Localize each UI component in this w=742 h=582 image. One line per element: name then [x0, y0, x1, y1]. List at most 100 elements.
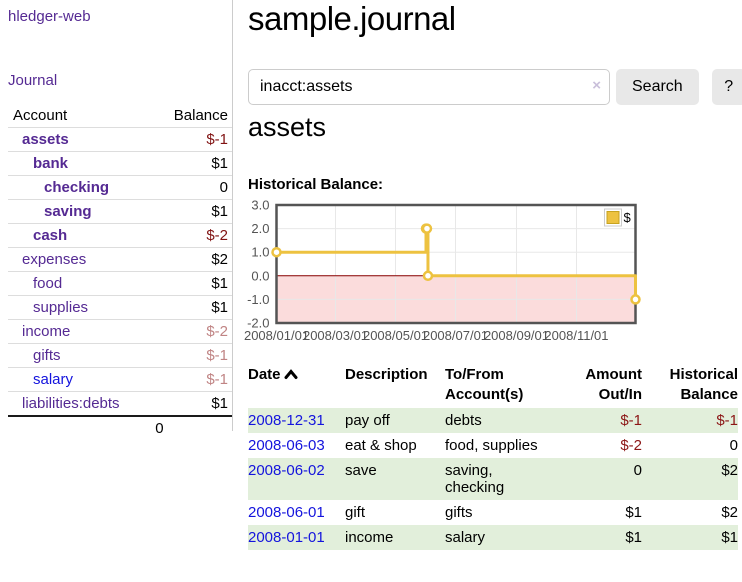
account-link[interactable]: salary [33, 371, 74, 388]
account-balance: $-1 [155, 127, 232, 152]
search-input-wrap: × [248, 69, 610, 105]
transaction-date-link[interactable]: 2008-06-01 [248, 504, 325, 521]
svg-text:2008/01/01: 2008/01/01 [244, 328, 309, 343]
svg-text:-1.0: -1.0 [247, 292, 269, 307]
clear-search-icon[interactable]: × [592, 77, 601, 94]
account-link[interactable]: gifts [33, 347, 61, 364]
transaction-amount: $1 [625, 504, 642, 521]
search-input[interactable] [248, 69, 610, 105]
account-name-cell: supplies [8, 295, 156, 320]
transaction-accounts: gifts [445, 504, 473, 521]
accounts-total-value: 0 [155, 415, 232, 440]
transaction-description: save [345, 462, 377, 479]
account-row: income $-2 [8, 319, 232, 344]
svg-text:2008/09/01: 2008/09/01 [484, 328, 549, 343]
transaction-amount: $-2 [620, 437, 642, 454]
transaction-date-link[interactable]: 2008-12-31 [248, 412, 325, 429]
transaction-balance: $2 [721, 462, 738, 479]
historical-balance-chart[interactable]: 3.0 2.0 1.0 0.0 -1.0 -2.02008/01/012008/03/01… [244, 200, 642, 350]
transaction-row: 2008-01-01 income salary $1 $1 [248, 525, 738, 550]
transaction-date-link[interactable]: 2008-06-03 [248, 437, 325, 454]
register-column-accounts: To/From Account(s) [445, 366, 524, 403]
account-balance: 0 [155, 175, 232, 200]
account-link[interactable]: liabilities:debts [22, 395, 120, 412]
account-link[interactable]: supplies [33, 299, 89, 316]
account-row: liabilities:debts $1 [8, 391, 232, 416]
account-row: salary $-1 [8, 367, 232, 392]
account-row: cash $-2 [8, 223, 232, 248]
svg-text:2008/11/01: 2008/11/01 [544, 328, 608, 343]
account-name-cell: income [8, 319, 156, 344]
account-balance: $1 [155, 271, 232, 296]
account-balance: $2 [155, 247, 232, 272]
transaction-description: pay off [345, 412, 390, 429]
account-name-cell: liabilities:debts [8, 391, 156, 416]
account-balance: $-1 [155, 367, 232, 392]
transaction-accounts: debts [445, 412, 482, 429]
chart-title: Historical Balance: [248, 176, 384, 193]
transaction-description: income [345, 529, 394, 546]
account-name-cell: expenses [8, 247, 156, 272]
account-balance: $-1 [155, 343, 232, 368]
account-balance: $1 [155, 391, 232, 416]
transaction-date-cell: 2008-06-01 [248, 500, 345, 525]
register-column-description: Description [345, 366, 428, 383]
svg-text:2008/03/01: 2008/03/01 [303, 328, 368, 343]
account-name-cell: checking [8, 175, 156, 200]
transaction-description: eat & shop [345, 437, 417, 454]
transaction-date-cell: 2008-06-02 [248, 458, 345, 500]
transaction-date-link[interactable]: 2008-06-02 [248, 462, 325, 479]
account-balance: $1 [155, 295, 232, 320]
transaction-balance: $1 [721, 529, 738, 546]
account-row: gifts $-1 [8, 343, 232, 368]
transaction-amount: $1 [625, 529, 642, 546]
account-title: assets [248, 112, 327, 142]
transaction-row: 2008-06-03 eat & shop food, supplies $-2… [248, 433, 738, 458]
transaction-date-link[interactable]: 2008-01-01 [248, 529, 325, 546]
brand-link[interactable]: hledger-web [8, 8, 91, 25]
svg-text:-2.0: -2.0 [247, 316, 269, 331]
account-name-cell: assets [8, 127, 156, 152]
search-bar: × Search ? [248, 69, 742, 105]
account-balance: $1 [155, 151, 232, 176]
account-link[interactable]: checking [44, 179, 110, 196]
account-link[interactable]: food [33, 275, 63, 292]
help-button[interactable]: ? [711, 69, 742, 105]
search-button[interactable]: Search [616, 69, 699, 105]
transaction-amount: 0 [633, 462, 642, 479]
svg-text:1.0: 1.0 [251, 245, 269, 260]
transaction-balance: $-1 [716, 412, 738, 429]
transaction-amount: $-1 [620, 412, 642, 429]
account-link[interactable]: bank [33, 155, 69, 172]
account-name-cell: salary [8, 367, 156, 392]
transaction-date-cell: 2008-12-31 [248, 408, 345, 433]
account-row: assets $-1 [8, 127, 232, 152]
transaction-balance: $2 [721, 504, 738, 521]
register-column-date[interactable]: Date [248, 362, 345, 408]
transaction-accounts: food, supplies [445, 437, 538, 454]
svg-text:$: $ [624, 210, 632, 225]
accounts-header-row: Account Balance [8, 104, 232, 128]
account-link[interactable]: cash [33, 227, 68, 244]
svg-text:2008/07/01: 2008/07/01 [423, 328, 488, 343]
account-link[interactable]: expenses [22, 251, 87, 268]
accounts-total-row: 0 [8, 415, 232, 440]
account-link[interactable]: assets [22, 131, 69, 148]
transaction-balance: 0 [729, 437, 738, 454]
transaction-row: 2008-12-31 pay off debts $-1 $-1 [248, 408, 738, 433]
account-balance: $1 [155, 199, 232, 224]
account-name-cell: food [8, 271, 156, 296]
transaction-date-cell: 2008-01-01 [248, 525, 345, 550]
account-name-cell: bank [8, 151, 156, 176]
account-name-cell: saving [8, 199, 156, 224]
account-name-cell: gifts [8, 343, 156, 368]
account-row: bank $1 [8, 151, 232, 176]
transaction-description: gift [345, 504, 366, 521]
account-balance: $-2 [155, 319, 232, 344]
svg-text:2.0: 2.0 [251, 221, 269, 236]
accounts-total-spacer [8, 415, 156, 440]
account-link[interactable]: income [22, 323, 71, 340]
sidebar-item-journal[interactable]: Journal [8, 72, 58, 89]
account-link[interactable]: saving [44, 203, 92, 220]
